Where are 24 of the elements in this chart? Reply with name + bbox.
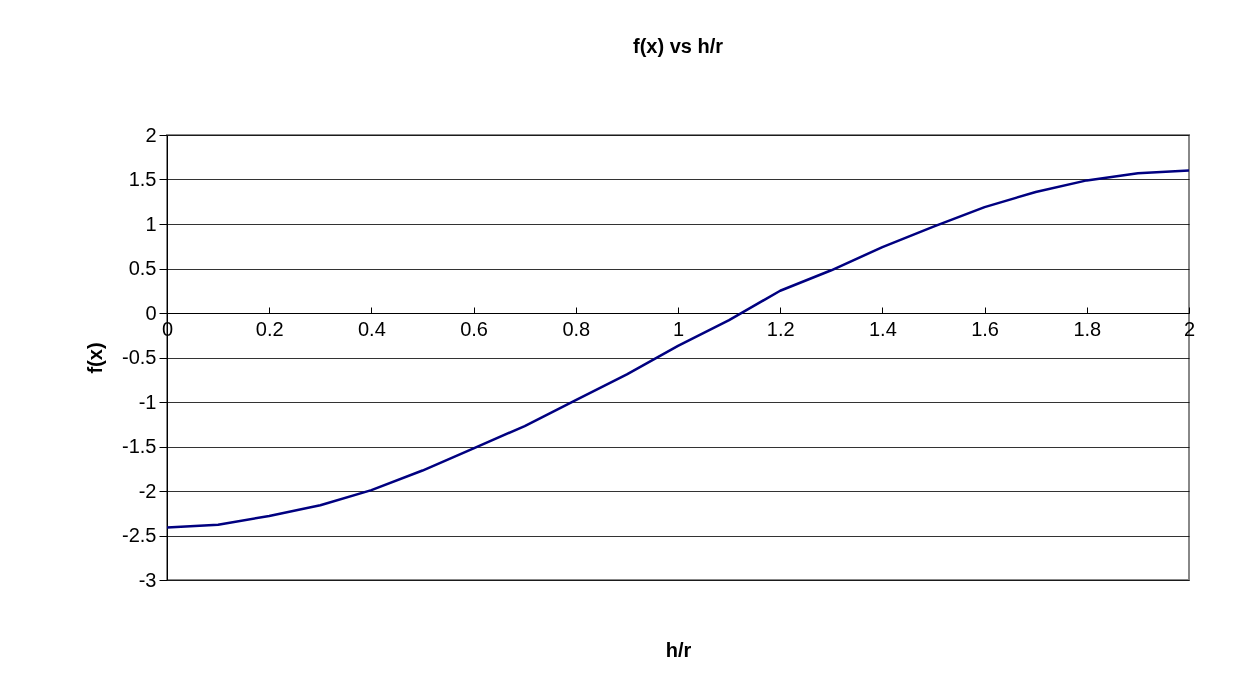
x-tick-label: 1.2 [766,317,795,340]
x-tick-label: 0.6 [460,317,489,340]
x-tick-label: 2 [1183,317,1196,340]
y-tick-label: -0.5 [122,346,157,368]
x-tick-label: 0.4 [357,317,386,340]
y-tick-label: -1 [138,390,157,413]
y-axis-title: f(x) [84,342,107,374]
x-tick-label: 1 [672,317,685,340]
y-tick-label: 0 [145,301,157,324]
y-tick-label: -2.5 [122,524,157,546]
x-tick-label: 1.8 [1073,317,1102,340]
y-tick-label: 1.5 [128,168,157,190]
x-tick-label: 1.4 [868,317,897,340]
y-tick-label: -1.5 [122,435,157,457]
y-tick-label: 1 [145,212,157,235]
chart-title: f(x) vs h/r [632,35,724,57]
y-tick-label: -2 [138,479,157,502]
x-axis-title: h/r [665,638,692,661]
x-tick-label: 1.6 [971,317,1000,340]
y-tick-label: 0.5 [128,257,157,279]
y-tick-label: 2 [145,123,157,146]
x-tick-label: 0.8 [562,317,591,340]
y-tick-label: -3 [138,568,157,591]
x-tick-label: 0.2 [255,317,284,340]
